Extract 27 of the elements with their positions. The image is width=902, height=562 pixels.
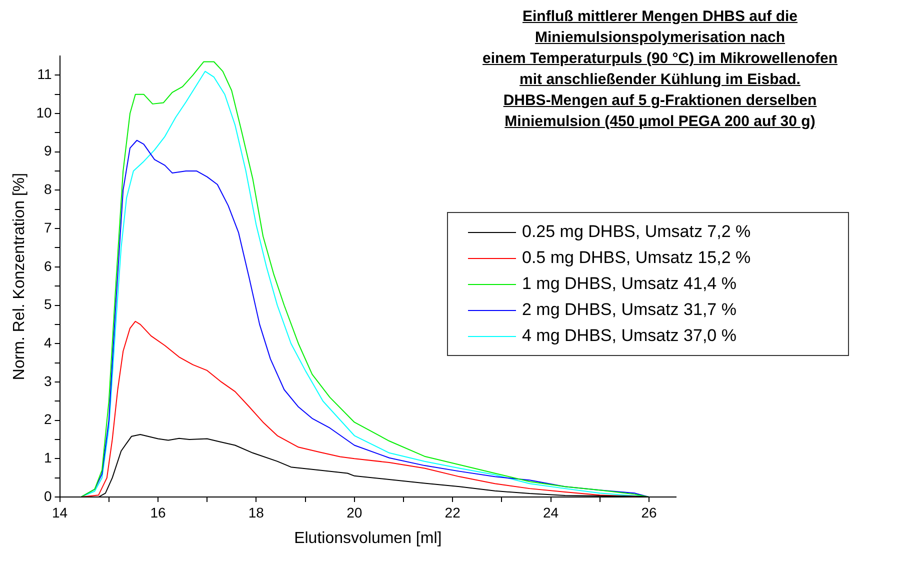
y-tick-label: 8 xyxy=(44,181,52,198)
legend-label: 4 mg DHBS, Umsatz 37,0 % xyxy=(522,326,736,346)
legend-label: 1 mg DHBS, Umsatz 41,4 % xyxy=(522,274,736,294)
legend-label: 0.25 mg DHBS, Umsatz 7,2 % xyxy=(522,222,751,242)
x-tick-label: 22 xyxy=(444,504,461,520)
x-tick-label: 14 xyxy=(52,504,68,520)
y-tick-label: 0 xyxy=(44,488,52,504)
y-tick-label: 5 xyxy=(44,296,52,312)
x-tick-label: 20 xyxy=(346,504,362,520)
x-tick-label: 24 xyxy=(543,504,559,520)
legend-label: 0.5 mg DHBS, Umsatz 15,2 % xyxy=(522,248,751,268)
x-tick-label: 16 xyxy=(150,504,166,520)
y-tick-label: 3 xyxy=(44,372,52,389)
y-tick-label: 7 xyxy=(44,219,52,236)
x-axis-title: Elutionsvolumen [ml] xyxy=(294,530,442,547)
y-tick-label: 10 xyxy=(36,104,52,120)
x-tick-label: 18 xyxy=(248,504,264,520)
y-tick-label: 4 xyxy=(44,334,52,350)
y-tick-label: 1 xyxy=(44,450,52,466)
chart-title: Einfluß mittlerer Mengen DHBS auf die Miniemulsionspolymerisation nach einem Temperaturpuls (90 °C) im Mikrowellenofen mit anschließender Kühlung im Eisbad. DHBS-Mengen auf 5 g-Fraktionen derselben Miniemulsion (450 µmol PEGA 200 auf 30 g) xyxy=(482,7,838,132)
y-tick-label: 9 xyxy=(44,142,52,159)
y-tick-label: 2 xyxy=(44,411,52,428)
x-tick-label: 26 xyxy=(641,504,657,520)
legend-label: 2 mg DHBS, Umsatz 31,7 % xyxy=(522,300,736,320)
y-tick-label: 11 xyxy=(37,66,52,82)
y-axis-title: Norm. Rel. Konzentration [%] xyxy=(11,172,28,380)
y-tick-label: 6 xyxy=(44,258,52,274)
